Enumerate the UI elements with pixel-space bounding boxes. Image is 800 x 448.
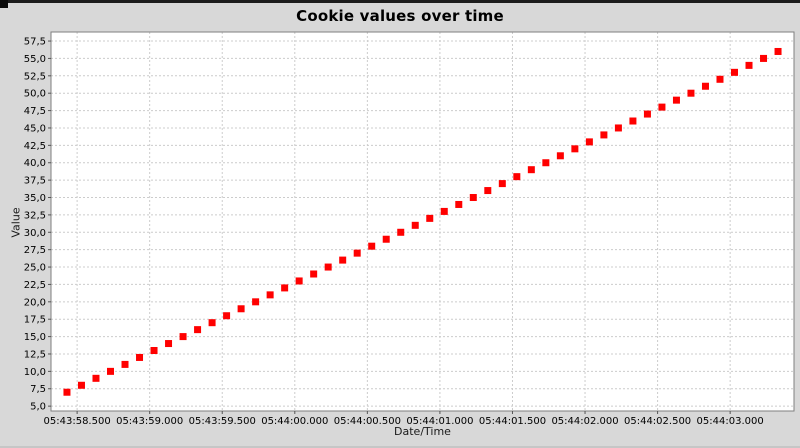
data-point [179,333,187,341]
data-point [106,367,114,375]
data-point [63,388,71,396]
data-point [208,319,216,327]
data-point [121,360,129,368]
data-point [760,54,768,62]
x-tick-label: 05:43:59.000 [116,416,183,427]
data-point [136,353,144,361]
data-point [368,242,376,250]
plot-border [50,31,795,412]
data-point [716,75,724,83]
data-point [295,277,303,285]
data-point [498,180,506,188]
data-point [687,89,695,97]
data-point [629,117,637,125]
x-tick-label: 05:43:58.500 [44,416,111,427]
data-point [745,61,753,69]
data-point [266,291,274,299]
data-point [77,381,85,389]
y-tick-label: 42,5 [24,141,46,152]
y-tick-label: 37,5 [24,176,46,187]
y-tick-label: 17,5 [24,315,46,326]
data-point [339,256,347,264]
data-point [281,284,289,292]
y-tick-label: 27,5 [24,245,46,256]
y-tick-label: 57,5 [24,37,46,48]
y-tick-label: 45,0 [24,123,46,134]
y-tick-label: 35,0 [24,193,46,204]
data-point [556,152,564,160]
data-point [701,82,709,90]
x-tick-label: 05:44:02.000 [551,416,618,427]
data-point [455,200,463,208]
data-point [92,374,100,382]
y-tick-label: 10,0 [24,367,46,378]
data-point [731,68,739,76]
y-tick-label: 47,5 [24,106,46,117]
data-point [571,145,579,153]
x-tick-label: 05:44:01.500 [479,416,546,427]
data-point [469,194,477,202]
x-tick-label: 05:43:59.500 [189,416,256,427]
x-tick-label: 05:44:01.000 [406,416,473,427]
data-point [353,249,361,257]
y-tick-label: 22,5 [24,280,46,291]
data-point [310,270,318,278]
data-point [426,214,434,222]
x-axis-label: Date/Time [394,425,451,438]
x-tick-label: 05:44:03.000 [697,416,764,427]
x-tick-label: 05:44:02.500 [624,416,691,427]
data-point [382,235,390,243]
data-point [440,207,448,215]
window-corner-notch [0,0,8,8]
data-point [237,305,245,313]
data-point [165,340,173,348]
data-point [484,187,492,195]
y-tick-label: 32,5 [24,210,46,221]
y-tick-label: 5,0 [30,402,46,413]
plot-background [51,32,794,411]
data-point [223,312,231,320]
window-bottom-edge [0,446,800,448]
y-axis-label: Value [9,207,23,238]
y-tick-label: 30,0 [24,228,46,239]
x-tick-label: 05:44:00.500 [334,416,401,427]
data-point [252,298,260,306]
data-point [672,96,680,104]
data-point [527,166,535,174]
data-point [585,138,593,146]
data-point [774,47,782,55]
data-point [600,131,608,139]
y-tick-label: 7,5 [30,384,46,395]
y-tick-label: 25,0 [24,263,46,274]
y-tick-label: 50,0 [24,89,46,100]
x-tick-label: 05:44:00.000 [261,416,328,427]
y-tick-label: 15,0 [24,332,46,343]
data-point [643,110,651,118]
data-point [614,124,622,132]
data-point [542,159,550,167]
data-point [658,103,666,111]
data-point [411,221,419,229]
y-tick-label: 20,0 [24,297,46,308]
data-point [513,173,521,181]
y-tick-label: 52,5 [24,71,46,82]
data-point [324,263,332,271]
y-tick-label: 40,0 [24,158,46,169]
data-point [150,346,158,354]
window-top-edge [0,0,800,3]
y-tick-label: 55,0 [24,54,46,65]
data-point [194,326,202,334]
y-tick-label: 12,5 [24,349,46,360]
data-point [397,228,405,236]
chart-title: Cookie values over time [296,7,504,25]
